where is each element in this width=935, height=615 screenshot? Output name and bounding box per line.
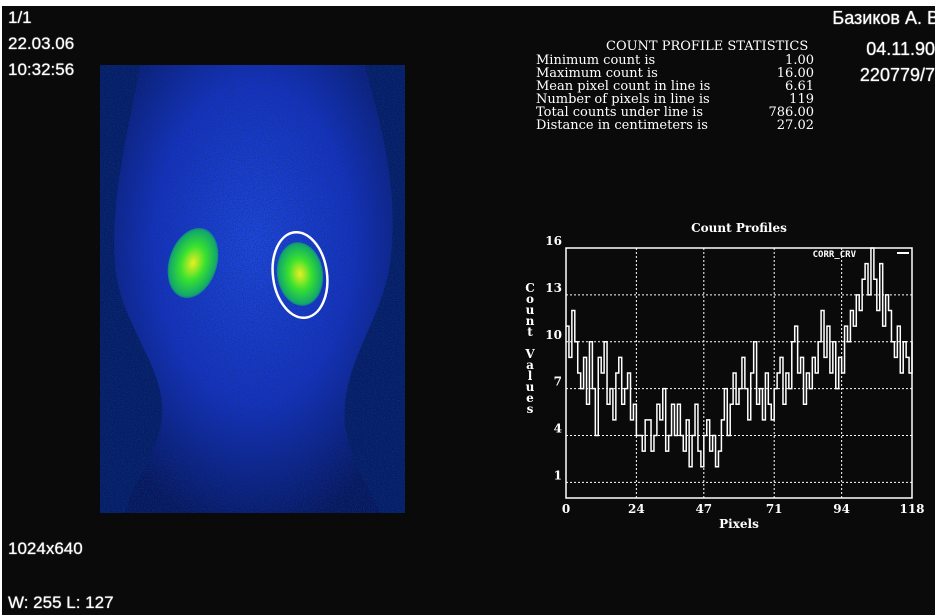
stat-row: Maximum count is 16.00 [536,67,814,80]
stat-row: Total counts under line is 786.00 [536,106,814,119]
x-tick-label: 71 [766,502,783,516]
stat-row: Distance in centimeters is 27.02 [536,119,814,132]
y-axis-label-letter: o [526,292,534,306]
study-date: 22.03.06 [8,34,75,53]
stat-label: Mean pixel count in line is [536,79,711,94]
y-tick-label: 10 [545,328,562,342]
series-line [566,247,913,468]
y-axis-label-letter: l [528,369,533,383]
stat-label: Number of pixels in line is [536,92,710,107]
chart-title: Count Profiles [691,221,787,235]
study-time: 10:32:56 [8,60,75,79]
left-kidney-uptake [167,227,219,299]
stat-value: 27.02 [776,118,814,133]
stat-row: Minimum count is 1.00 [536,54,814,67]
x-tick-label: 24 [628,502,645,516]
y-axis-label-letter: V [524,347,535,361]
y-tick-label: 13 [545,281,562,295]
legend-label: CORR_CRV [813,250,857,260]
y-axis-label-letter: e [526,391,534,405]
stat-label: Maximum count is [536,66,658,81]
scintigraphy-image[interactable] [100,65,405,513]
stat-label: Minimum count is [536,53,656,68]
right-kidney-uptake [276,242,324,306]
y-axis-label-letter: u [526,303,535,317]
y-axis-label-letter: a [526,358,534,372]
x-tick-label: 47 [695,502,712,516]
stat-value: 16.00 [776,66,814,81]
stat-value: 119 [789,92,814,107]
y-axis-label-letter: C [525,281,535,295]
image-viewer: 1/1 22.03.06 10:32:56 Базиков А. В 04.11… [2,6,935,615]
y-tick-label: 4 [554,422,562,436]
roi-outline[interactable] [267,229,332,322]
y-axis-label-letter: t [527,325,533,339]
frame-counter: 1/1 [8,8,32,27]
matrix-size: 1024x640 [8,539,83,558]
x-axis-label: Pixels [719,517,759,531]
y-tick-label: 16 [545,234,562,248]
patient-dob: 04.11.90 [866,39,935,59]
window-level: W: 255 L: 127 [8,593,114,612]
y-tick-label: 1 [554,468,562,482]
stat-value: 1.00 [785,53,814,68]
y-axis-label-letter: u [526,380,535,394]
stat-row: Number of pixels in line is 119 [536,93,814,106]
x-tick-label: 94 [833,502,850,516]
x-tick-label: 118 [899,502,924,516]
stat-value: 6.61 [785,79,814,94]
stat-label: Total counts under line is [536,105,704,120]
stat-row: Mean pixel count in line is 6.61 [536,80,814,93]
patient-id: 220779/7 [859,65,935,85]
stat-label: Distance in centimeters is [536,118,708,133]
y-axis-label-letter: s [527,402,534,416]
y-tick-label: 7 [554,375,562,389]
stats-title: COUNT PROFILE STATISTICS [606,39,809,54]
patient-name: Базиков А. В [832,8,935,28]
scan-noise [100,65,405,513]
y-axis-label-letter: n [526,314,535,328]
stat-value: 786.00 [768,105,815,120]
x-tick-label: 0 [562,502,570,516]
